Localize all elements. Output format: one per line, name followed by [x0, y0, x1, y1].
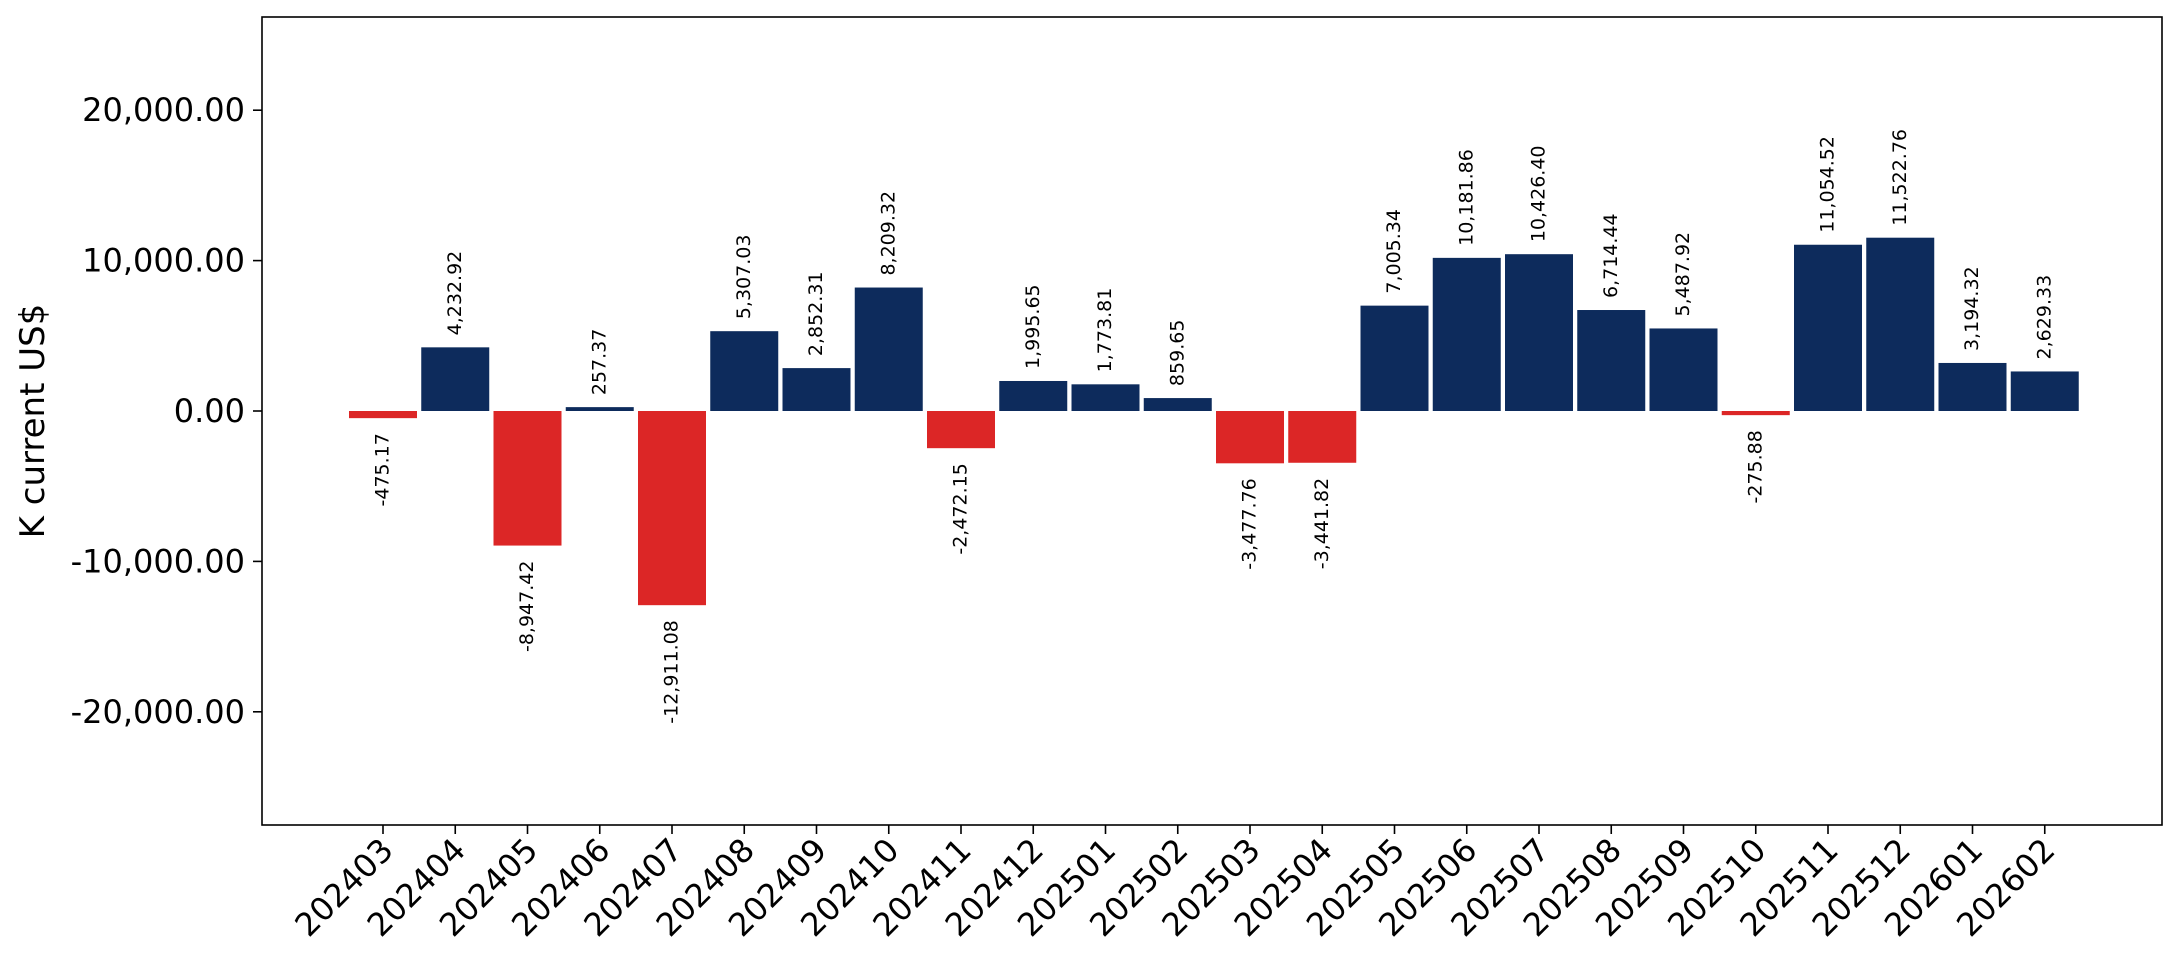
- bar: [1938, 362, 2007, 411]
- bar-value-label: 2,852.31: [805, 271, 827, 356]
- bar: [1866, 237, 1935, 411]
- bar: [1071, 384, 1140, 411]
- bar-value-label: 1,995.65: [1022, 284, 1044, 369]
- y-tick-label: 0.00: [174, 392, 245, 430]
- bar-value-label: 10,181.86: [1455, 149, 1477, 246]
- bar: [421, 347, 490, 411]
- bar-value-label: -2,472.15: [950, 463, 972, 554]
- bar: [565, 407, 634, 411]
- bar: [2010, 371, 2079, 411]
- x-axis: 2024032024042024052024062024072024082024…: [287, 825, 2062, 944]
- bar: [854, 287, 923, 411]
- bar-value-label: -12,911.08: [661, 620, 683, 724]
- bar-value-label: -3,441.82: [1311, 478, 1333, 569]
- bar-value-label: 257.37: [588, 329, 610, 395]
- y-tick-label: -10,000.00: [71, 542, 245, 580]
- bar: [1288, 411, 1357, 463]
- bar: [493, 411, 562, 546]
- bar: [782, 368, 851, 411]
- bar-value-label: 6,714.44: [1600, 213, 1622, 298]
- bar-value-label: 11,054.52: [1817, 136, 1839, 233]
- bar: [1432, 257, 1501, 411]
- bar: [638, 411, 706, 606]
- y-tick-label: 10,000.00: [82, 242, 245, 280]
- bar-value-label: 11,522.76: [1889, 129, 1911, 226]
- bar: [1505, 254, 1573, 411]
- bar: [1360, 305, 1429, 411]
- bar: [1649, 328, 1718, 411]
- bar: [710, 331, 779, 411]
- bar: [999, 380, 1068, 411]
- bar-value-label: -475.17: [372, 433, 394, 506]
- bar-value-label: 4,232.92: [444, 251, 466, 336]
- bar: [1143, 398, 1212, 411]
- bar-value-label: 1,773.81: [1094, 288, 1116, 373]
- bar-value-label: -8,947.42: [516, 561, 538, 652]
- data-labels: -475.17 4,232.92 -8,947.42 257.37 -12,911.08…: [372, 129, 2056, 724]
- bar-value-label: 2,629.33: [2033, 275, 2055, 360]
- bar-value-label: 5,487.92: [1672, 232, 1694, 317]
- y-tick-label: 20,000.00: [82, 91, 245, 129]
- plot-area: [261, 16, 2163, 826]
- bar-value-label: 5,307.03: [733, 235, 755, 320]
- bar: [1577, 310, 1646, 411]
- bar: [927, 411, 995, 449]
- bar-value-label: 10,426.40: [1528, 145, 1550, 242]
- bar: [1794, 244, 1862, 411]
- y-axis: -20,000.00 -10,000.00 0.00 10,000.00 20,000.…: [71, 91, 262, 731]
- bar-value-label: 7,005.34: [1383, 209, 1405, 294]
- y-tick-label: -20,000.00: [71, 693, 245, 731]
- bar-series: [349, 237, 2079, 606]
- bar: [1721, 411, 1790, 416]
- bar: [349, 411, 417, 419]
- bar-value-label: 859.65: [1166, 320, 1188, 386]
- y-axis-label: K current US$: [13, 304, 53, 539]
- bar-value-label: 8,209.32: [877, 191, 899, 276]
- bar: [1216, 411, 1284, 464]
- bar-value-label: 3,194.32: [1961, 266, 1983, 351]
- bar-value-label: -3,477.76: [1239, 478, 1261, 569]
- bar-value-label: -275.88: [1744, 430, 1766, 503]
